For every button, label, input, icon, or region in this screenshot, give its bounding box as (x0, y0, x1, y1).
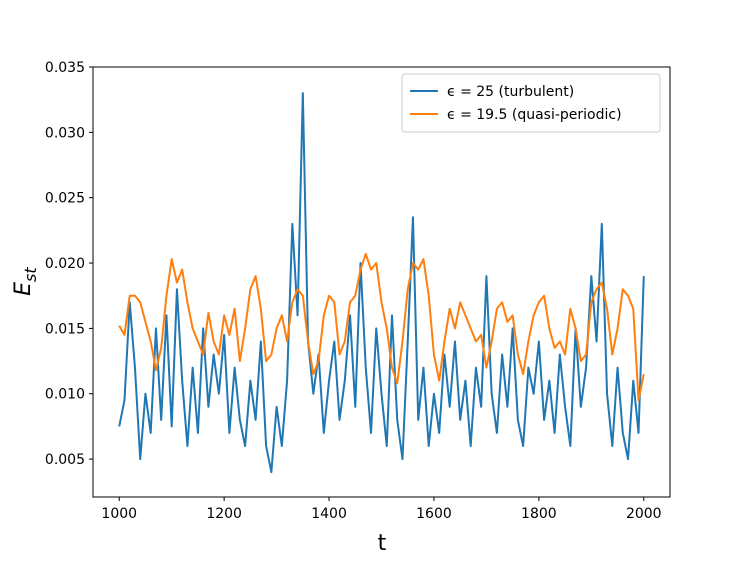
y-tick-label: 0.035 (45, 60, 85, 76)
x-axis-label: t (378, 531, 387, 556)
legend-box (401, 73, 661, 133)
y-tick-label: 0.005 (45, 452, 85, 468)
legend-label: ϵ = 25 (turbulent) (447, 84, 574, 100)
legend-label: ϵ = 19.5 (quasi-periodic) (447, 107, 622, 123)
y-tick-label: 0.025 (45, 191, 85, 207)
x-tick-label: 1600 (416, 506, 452, 522)
y-label-base: E (11, 282, 36, 296)
y-tick-label: 0.015 (45, 321, 85, 337)
x-tick-label: 2000 (626, 506, 662, 522)
x-tick-label: 1400 (311, 506, 347, 522)
y-tick-label: 0.020 (45, 256, 85, 272)
y-axis-label: E st (11, 267, 40, 296)
x-tick-label: 1800 (521, 506, 557, 522)
y-label-subscript: st (21, 267, 40, 282)
legend: ϵ = 25 (turbulent) ϵ = 19.5 (quasi-period… (401, 73, 661, 133)
x-tick-label: 1000 (101, 506, 137, 522)
plot-frame (92, 66, 671, 498)
y-tick-label: 0.010 (45, 387, 85, 403)
x-tick-label: 1200 (206, 506, 242, 522)
y-tick-label: 0.030 (45, 125, 85, 141)
series-line (118, 252, 645, 402)
series-line (118, 92, 645, 474)
